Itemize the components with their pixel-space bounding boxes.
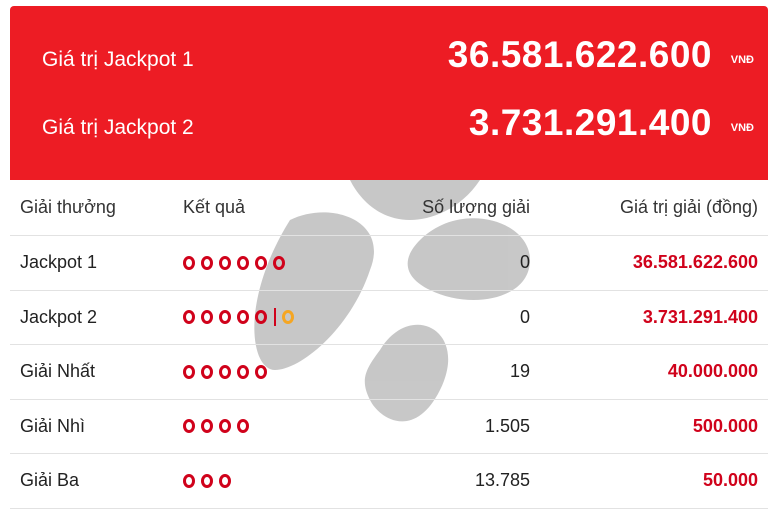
- ball-icon: [255, 310, 267, 325]
- table-row: Giải Ba 13.785 50.000: [10, 454, 768, 509]
- ball-icon: [219, 419, 231, 434]
- result-balls: [183, 454, 383, 508]
- ball-icon: [237, 419, 249, 434]
- prize-value: 500.000: [692, 415, 758, 436]
- ball-icon: [201, 364, 213, 379]
- jackpot-1-row: Giá trị Jackpot 1 36.581.622.600 VNĐ: [10, 28, 768, 88]
- prize-count: 0: [519, 306, 530, 327]
- ball-icon: [183, 310, 195, 325]
- ball-icon: [201, 310, 213, 325]
- ball-icon: [273, 255, 285, 270]
- prize-name: Jackpot 2: [20, 306, 98, 327]
- ball-icon: [237, 310, 249, 325]
- prize-count: 13.785: [474, 470, 530, 491]
- prize-name: Giải Ba: [20, 470, 80, 491]
- ball-icon: [219, 255, 231, 270]
- bonus-ball-icon: [282, 310, 294, 325]
- result-balls: [183, 236, 383, 290]
- ball-icon: [183, 473, 195, 488]
- prize-count: 19: [509, 361, 530, 382]
- prize-value: 36.581.622.600: [632, 252, 758, 273]
- jackpot-banner: Giá trị Jackpot 1 36.581.622.600 VNĐ Giá…: [10, 6, 768, 180]
- result-balls: [183, 345, 383, 399]
- result-balls: [183, 400, 383, 454]
- header-value: Giá trị giải (đồng): [619, 197, 758, 217]
- bonus-separator: [274, 308, 276, 327]
- jackpot-1-unit: VNĐ: [730, 54, 754, 66]
- ball-icon: [201, 473, 213, 488]
- jackpot-1-value: 36.581.622.600: [447, 34, 712, 75]
- table-row: Giải Nhì 1.505 500.000: [10, 400, 768, 454]
- prize-name: Jackpot 1: [20, 252, 98, 273]
- ball-icon: [183, 419, 195, 434]
- table-row: Jackpot 1 0 36.581.622.600: [10, 236, 768, 291]
- ball-icon: [255, 364, 267, 379]
- ball-icon: [201, 419, 213, 434]
- prize-count: 1.505: [484, 415, 530, 436]
- ball-icon: [201, 255, 213, 270]
- prize-name: Giải Nhì: [20, 415, 86, 436]
- jackpot-2-unit: VNĐ: [730, 122, 754, 134]
- ball-icon: [183, 364, 195, 379]
- jackpot-2-label: Giá trị Jackpot 2: [42, 116, 194, 139]
- ball-icon: [237, 255, 249, 270]
- result-balls: [183, 291, 383, 345]
- prize-value: 50.000: [702, 470, 758, 491]
- ball-icon: [237, 364, 249, 379]
- prize-count: 0: [519, 252, 530, 273]
- ball-icon: [255, 255, 267, 270]
- header-prize: Giải thưởng: [20, 197, 116, 217]
- header-result: Kết quả: [183, 197, 246, 217]
- prize-name: Giải Nhất: [20, 361, 96, 382]
- ball-icon: [219, 310, 231, 325]
- ball-icon: [219, 364, 231, 379]
- table-row: Jackpot 2 0 3.731.291.400: [10, 291, 768, 345]
- jackpot-2-value: 3.731.291.400: [468, 102, 712, 143]
- prize-value: 40.000.000: [667, 361, 758, 382]
- results-table: Giải thưởng Kết quả Số lượng giải Giá tr…: [10, 180, 768, 509]
- prize-value: 3.731.291.400: [642, 306, 758, 327]
- table-row: Giải Nhất 19 40.000.000: [10, 345, 768, 400]
- ball-icon: [219, 473, 231, 488]
- header-count: Số lượng giải: [422, 197, 530, 217]
- jackpot-1-label: Giá trị Jackpot 1: [42, 48, 194, 71]
- jackpot-2-row: Giá trị Jackpot 2 3.731.291.400 VNĐ: [10, 96, 768, 156]
- ball-icon: [183, 255, 195, 270]
- table-header-row: Giải thưởng Kết quả Số lượng giải Giá tr…: [10, 180, 768, 236]
